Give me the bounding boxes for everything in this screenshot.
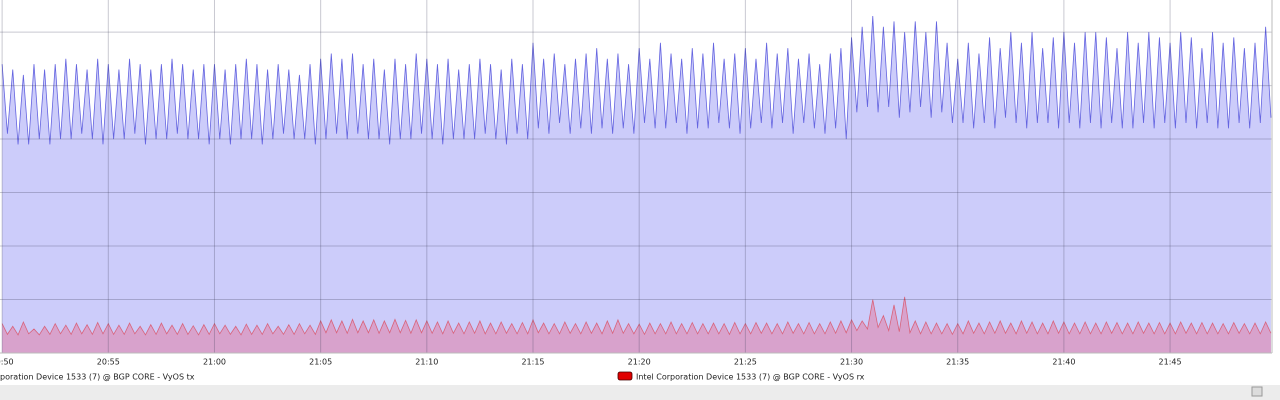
x-tick-label: 21:15: [521, 358, 544, 367]
x-tick-label: 21:10: [415, 358, 438, 367]
area-fill: [2, 296, 1271, 353]
x-tick-label: 21:00: [203, 358, 226, 367]
area-line: [1, 16, 1272, 145]
x-tick-label: 20:55: [97, 358, 120, 367]
x-tick-label: 21:25: [734, 358, 757, 367]
legend-label: Intel Corporation Device 1533 (7) @ BGP …: [0, 373, 195, 382]
x-tick-label: 21:30: [840, 358, 863, 367]
area-fill: [2, 16, 1271, 354]
scrollbar-track: [0, 385, 1280, 400]
x-tick-label: 21:35: [946, 358, 969, 367]
scroll-button[interactable]: [1251, 386, 1263, 397]
x-tick-label: 21:45: [1159, 358, 1182, 367]
legend-label: Intel Corporation Device 1533 (7) @ BGP …: [636, 373, 865, 382]
x-tick-label: 21:05: [309, 358, 332, 367]
plot-area: [0, 0, 1272, 354]
x-tick-label: 21:20: [628, 358, 651, 367]
x-tick-label: 21:40: [1052, 358, 1075, 367]
x-tick-label: 20:50: [0, 358, 14, 367]
legend-swatch: [617, 371, 633, 381]
area-line: [1, 296, 1272, 336]
